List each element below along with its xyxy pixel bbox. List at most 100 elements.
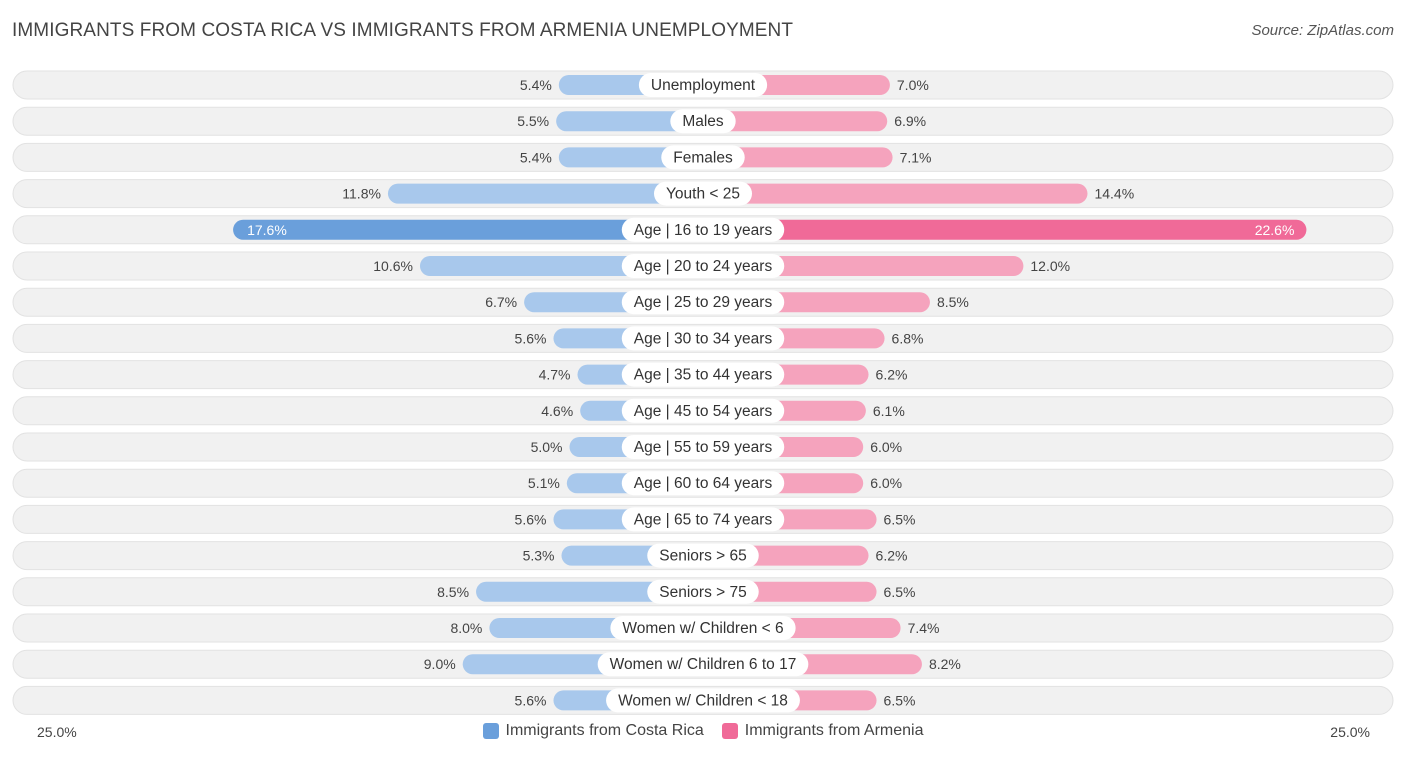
value-label-costa-rica: 5.5% xyxy=(517,113,549,129)
category-label-pill xyxy=(670,109,736,134)
category-label: Age | 16 to 19 years xyxy=(634,222,773,239)
value-label-armenia: 6.2% xyxy=(876,367,908,383)
category-label: Seniors > 75 xyxy=(659,584,746,601)
category-label: Youth < 25 xyxy=(666,186,740,203)
legend-label-armenia: Immigrants from Armenia xyxy=(744,722,924,739)
value-label-armenia: 22.6% xyxy=(1255,222,1295,238)
category-label: Females xyxy=(673,149,733,166)
value-label-costa-rica: 10.6% xyxy=(373,258,413,274)
value-label-costa-rica: 17.6% xyxy=(247,222,287,238)
chart-row: 5.6% 6.5% Age | 65 to 74 years xyxy=(12,504,1394,534)
category-label-pill xyxy=(621,471,785,496)
value-label-costa-rica: 4.6% xyxy=(541,403,573,419)
value-label-costa-rica: 5.4% xyxy=(520,77,552,93)
value-label-armenia: 6.9% xyxy=(894,113,926,129)
chart-row: 8.5% 6.5% Seniors > 75 xyxy=(12,577,1394,607)
value-label-armenia: 8.2% xyxy=(929,656,961,672)
value-label-armenia: 8.5% xyxy=(937,294,969,310)
category-label-pill xyxy=(597,652,809,677)
legend-swatch-costa-rica xyxy=(482,723,499,739)
chart-row: 5.0% 6.0% Age | 55 to 59 years xyxy=(12,432,1394,462)
category-label: Age | 60 to 64 years xyxy=(634,475,773,492)
bar-armenia xyxy=(703,219,1307,240)
category-label-pill xyxy=(621,507,785,532)
value-label-armenia: 6.5% xyxy=(884,511,916,527)
category-label-pill xyxy=(654,181,752,206)
value-label-armenia: 7.0% xyxy=(897,77,929,93)
legend-item-armenia[interactable]: Immigrants from Armenia xyxy=(721,722,924,740)
value-label-armenia: 6.2% xyxy=(876,548,908,564)
chart-row: 4.7% 6.2% Age | 35 to 44 years xyxy=(12,360,1394,390)
value-label-costa-rica: 4.7% xyxy=(539,367,571,383)
chart-row: 5.4% 7.1% Females xyxy=(12,142,1394,172)
legend-label-costa-rica: Immigrants from Costa Rica xyxy=(505,722,704,739)
category-label-pill xyxy=(647,543,759,568)
chart-row: 5.6% 6.8% Age | 30 to 34 years xyxy=(12,323,1394,353)
value-label-costa-rica: 5.6% xyxy=(515,692,547,708)
bar-armenia xyxy=(703,183,1088,204)
category-label-pill xyxy=(610,616,796,640)
chart-row: 17.6% 22.6% Age | 16 to 19 years xyxy=(12,215,1394,245)
value-label-costa-rica: 8.0% xyxy=(450,620,482,636)
category-label: Women w/ Children < 18 xyxy=(618,692,788,709)
category-label-pill xyxy=(621,254,785,278)
bar-armenia xyxy=(703,111,888,132)
category-label: Women w/ Children 6 to 17 xyxy=(610,656,797,673)
chart-row: 5.6% 6.5% Women w/ Children < 18 xyxy=(12,685,1394,715)
bar-costa-rica xyxy=(387,183,703,204)
category-label: Age | 35 to 44 years xyxy=(634,367,773,384)
chart-row: 5.4% 7.0% Unemployment xyxy=(12,70,1394,100)
value-label-armenia: 6.8% xyxy=(892,330,924,346)
legend-item-costa-rica[interactable]: Immigrants from Costa Rica xyxy=(482,722,704,740)
value-label-armenia: 6.0% xyxy=(870,475,902,491)
axis-right-label: 25.0% xyxy=(1330,724,1370,740)
value-label-armenia: 12.0% xyxy=(1030,258,1070,274)
value-label-armenia: 6.1% xyxy=(873,403,905,419)
chart-row: 9.0% 8.2% Women w/ Children 6 to 17 xyxy=(12,649,1394,679)
value-label-costa-rica: 5.6% xyxy=(515,511,547,527)
chart-row: 6.7% 8.5% Age | 25 to 29 years xyxy=(12,287,1394,317)
category-label-pill xyxy=(606,688,800,713)
value-label-costa-rica: 11.8% xyxy=(342,186,381,202)
chart-row: 5.3% 6.2% Seniors > 65 xyxy=(12,541,1394,571)
value-label-costa-rica: 6.7% xyxy=(485,294,517,310)
legend: Immigrants from Costa Rica Immigrants fr… xyxy=(0,722,1406,740)
chart-row: 5.5% 6.9% Males xyxy=(12,106,1394,136)
value-label-armenia: 6.0% xyxy=(870,439,902,455)
category-label: Women w/ Children < 6 xyxy=(622,620,783,637)
value-label-armenia: 7.4% xyxy=(908,620,940,636)
axis-left-label: 25.0% xyxy=(37,724,77,740)
bar-armenia xyxy=(703,147,893,168)
chart-row: 10.6% 12.0% Age | 20 to 24 years xyxy=(12,251,1394,281)
category-label-pill xyxy=(621,362,785,387)
chart-row: 4.6% 6.1% Age | 45 to 54 years xyxy=(12,396,1394,426)
chart-row: 11.8% 14.4% Youth < 25 xyxy=(12,179,1394,209)
source-note: Source: ZipAtlas.com xyxy=(1251,22,1394,39)
category-label: Unemployment xyxy=(651,77,756,94)
value-label-costa-rica: 5.6% xyxy=(515,330,547,346)
category-label: Age | 55 to 59 years xyxy=(634,439,773,456)
category-label-pill xyxy=(621,290,785,315)
value-label-costa-rica: 5.3% xyxy=(523,548,555,564)
value-label-costa-rica: 5.1% xyxy=(528,475,560,491)
bar-costa-rica xyxy=(233,219,703,240)
legend-swatch-armenia xyxy=(721,723,738,739)
category-label: Age | 20 to 24 years xyxy=(634,258,773,275)
category-label-pill xyxy=(647,579,759,604)
category-label: Age | 25 to 29 years xyxy=(634,294,773,311)
value-label-armenia: 6.5% xyxy=(884,692,916,708)
category-label-pill xyxy=(661,145,745,170)
value-label-costa-rica: 5.0% xyxy=(531,439,563,455)
value-label-armenia: 14.4% xyxy=(1094,186,1134,202)
value-label-costa-rica: 8.5% xyxy=(437,584,469,600)
category-label-pill xyxy=(621,398,785,423)
category-label: Seniors > 65 xyxy=(659,548,746,565)
category-label-pill xyxy=(638,73,768,97)
category-label: Males xyxy=(682,113,724,130)
value-label-costa-rica: 5.4% xyxy=(520,149,552,165)
category-label-pill xyxy=(621,326,785,351)
value-label-armenia: 6.5% xyxy=(884,584,916,600)
value-label-armenia: 7.1% xyxy=(900,149,932,165)
chart-row: 5.1% 6.0% Age | 60 to 64 years xyxy=(12,468,1394,498)
